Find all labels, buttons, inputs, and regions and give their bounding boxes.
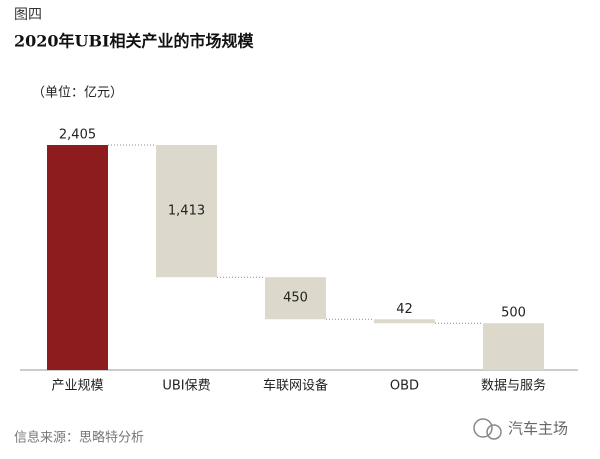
chart-subtitle: 2020年UBI相关产业的市场规模 <box>14 32 254 51</box>
bar <box>47 145 108 370</box>
value-label: 1,413 <box>168 204 205 219</box>
value-label: 450 <box>283 291 308 306</box>
value-label: 500 <box>501 306 526 321</box>
watermark: 汽车主场 <box>508 420 568 438</box>
bar <box>156 145 217 278</box>
source: 信息来源：思略特分析 <box>14 430 144 446</box>
bar <box>483 323 544 370</box>
chart-title: 图四 <box>14 7 42 23</box>
x-tick-label: UBI保费 <box>162 379 210 394</box>
x-tick-label: 车联网设备 <box>263 378 328 394</box>
x-tick-label: OBD <box>390 379 419 394</box>
watermark-icon <box>473 418 502 440</box>
bar <box>265 277 326 320</box>
value-label: 2,405 <box>59 128 96 143</box>
unit-label: （单位：亿元） <box>32 86 123 101</box>
x-tick-label: 数据与服务 <box>481 378 546 394</box>
x-tick-label: 产业规模 <box>51 379 103 394</box>
value-label: 42 <box>396 302 413 317</box>
bar <box>374 319 435 324</box>
